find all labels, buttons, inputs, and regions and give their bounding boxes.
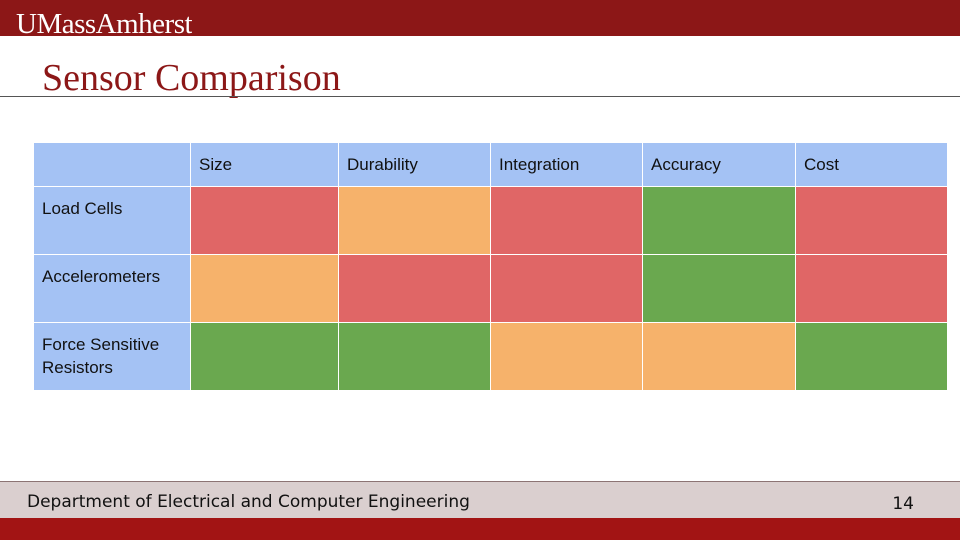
rating-cell (795, 186, 948, 255)
table-header-row: Size Durability Integration Accuracy Cos… (33, 142, 948, 187)
table-row: Accelerometers (33, 254, 948, 323)
header-cell-integration: Integration (490, 142, 643, 187)
row-label-load-cells: Load Cells (33, 186, 191, 255)
title-divider (0, 96, 960, 97)
footer-bar: Department of Electrical and Computer En… (0, 481, 960, 518)
table-row: Force Sensitive Resistors (33, 322, 948, 391)
sensor-comparison-table: Size Durability Integration Accuracy Cos… (33, 142, 948, 391)
rating-cell (490, 186, 643, 255)
header-cell-size: Size (190, 142, 339, 187)
row-label-accelerometers: Accelerometers (33, 254, 191, 323)
header-cell-durability: Durability (338, 142, 491, 187)
bottom-banner (0, 518, 960, 540)
rating-cell (338, 186, 491, 255)
rating-cell (490, 254, 643, 323)
rating-cell (338, 254, 491, 323)
header-cell-cost: Cost (795, 142, 948, 187)
rating-cell (190, 322, 339, 391)
rating-cell (642, 186, 796, 255)
row-label-force-sensitive-resistors: Force Sensitive Resistors (33, 322, 191, 391)
rating-cell (190, 186, 339, 255)
rating-cell (338, 322, 491, 391)
header-cell-accuracy: Accuracy (642, 142, 796, 187)
table-row: Load Cells (33, 186, 948, 255)
top-banner: UMassAmherst (0, 0, 960, 36)
rating-cell (490, 322, 643, 391)
umass-amherst-logo: UMassAmherst (16, 8, 193, 36)
rating-cell (795, 322, 948, 391)
rating-cell (795, 254, 948, 323)
slide-title: Sensor Comparison (42, 57, 341, 99)
rating-cell (642, 254, 796, 323)
rating-cell (642, 322, 796, 391)
rating-cell (190, 254, 339, 323)
page-number: 14 (892, 494, 914, 514)
header-cell-empty (33, 142, 191, 187)
department-name: Department of Electrical and Computer En… (27, 492, 470, 512)
